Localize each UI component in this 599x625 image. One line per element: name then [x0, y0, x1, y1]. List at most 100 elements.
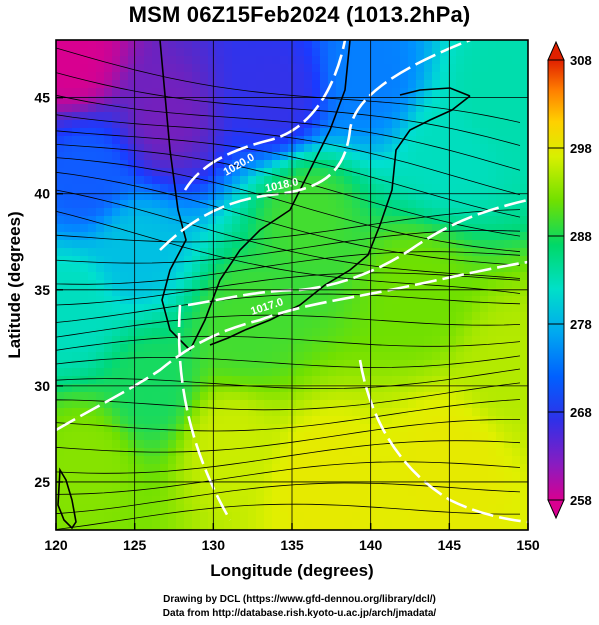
temperature-cell	[96, 184, 105, 193]
temperature-cell	[152, 480, 161, 489]
temperature-cell	[104, 128, 113, 137]
temperature-cell	[280, 512, 289, 521]
temperature-cell	[432, 168, 441, 177]
temperature-cell	[144, 224, 153, 233]
temperature-cell	[384, 184, 393, 193]
temperature-cell	[384, 376, 393, 385]
temperature-cell	[336, 520, 345, 529]
temperature-cell	[312, 48, 321, 57]
temperature-cell	[304, 232, 313, 241]
temperature-cell	[192, 400, 201, 409]
temperature-cell	[416, 456, 425, 465]
temperature-cell	[280, 304, 289, 313]
temperature-cell	[280, 400, 289, 409]
temperature-cell	[88, 248, 97, 257]
temperature-cell	[280, 376, 289, 385]
temperature-cell	[480, 64, 489, 73]
temperature-cell	[448, 456, 457, 465]
temperature-cell	[224, 520, 233, 529]
temperature-cell	[224, 80, 233, 89]
temperature-cell	[472, 160, 481, 169]
temperature-cell	[56, 344, 65, 353]
temperature-cell	[448, 448, 457, 457]
temperature-cell	[104, 304, 113, 313]
temperature-cell	[240, 88, 249, 97]
temperature-cell	[440, 416, 449, 425]
temperature-cell	[504, 368, 513, 377]
temperature-cell	[160, 472, 169, 481]
temperature-cell	[96, 496, 105, 505]
temperature-cell	[224, 288, 233, 297]
temperature-cell	[504, 152, 513, 161]
temperature-cell	[480, 368, 489, 377]
temperature-cell	[400, 240, 409, 249]
temperature-cell	[104, 416, 113, 425]
temperature-cell	[280, 208, 289, 217]
temperature-cell	[120, 456, 129, 465]
temperature-cell	[408, 296, 417, 305]
temperature-cell	[72, 448, 81, 457]
temperature-cell	[264, 432, 273, 441]
temperature-cell	[256, 152, 265, 161]
temperature-cell	[248, 336, 257, 345]
temperature-cell	[208, 328, 217, 337]
temperature-cell	[520, 128, 528, 137]
temperature-cell	[472, 456, 481, 465]
temperature-cell	[200, 72, 209, 81]
temperature-cell	[496, 280, 505, 289]
temperature-cell	[224, 272, 233, 281]
temperature-cell	[88, 400, 97, 409]
temperature-cell	[232, 504, 241, 513]
temperature-cell	[104, 472, 113, 481]
temperature-cell	[472, 272, 481, 281]
temperature-cell	[320, 368, 329, 377]
temperature-cell	[416, 416, 425, 425]
temperature-cell	[416, 296, 425, 305]
temperature-cell	[392, 520, 401, 529]
temperature-cell	[184, 280, 193, 289]
temperature-cell	[232, 192, 241, 201]
temperature-cell	[248, 280, 257, 289]
temperature-cell	[448, 384, 457, 393]
temperature-cell	[352, 136, 361, 145]
temperature-cell	[168, 360, 177, 369]
temperature-cell	[360, 528, 369, 530]
temperature-cell	[160, 312, 169, 321]
temperature-cell	[216, 208, 225, 217]
temperature-cell	[504, 376, 513, 385]
temperature-cell	[320, 280, 329, 289]
temperature-cell	[152, 512, 161, 521]
temperature-cell	[112, 432, 121, 441]
temperature-cell	[488, 176, 497, 185]
temperature-cell	[272, 216, 281, 225]
temperature-cell	[272, 248, 281, 257]
temperature-cell	[392, 240, 401, 249]
temperature-cell	[256, 272, 265, 281]
temperature-cell	[496, 48, 505, 57]
temperature-cell	[184, 64, 193, 73]
temperature-cell	[312, 504, 321, 513]
temperature-cell	[352, 40, 361, 49]
temperature-cell	[80, 480, 89, 489]
temperature-cell	[432, 88, 441, 97]
temperature-cell	[384, 464, 393, 473]
temperature-cell	[376, 280, 385, 289]
temperature-cell	[160, 416, 169, 425]
temperature-cell	[360, 312, 369, 321]
temperature-cell	[376, 144, 385, 153]
temperature-cell	[104, 216, 113, 225]
streamline	[56, 399, 521, 432]
temperature-cell	[416, 112, 425, 121]
temperature-cell	[328, 392, 337, 401]
temperature-cell	[376, 240, 385, 249]
temperature-cell	[432, 120, 441, 129]
temperature-cell	[432, 288, 441, 297]
temperature-cell	[368, 200, 377, 209]
temperature-cell	[328, 128, 337, 137]
temperature-cell	[136, 352, 145, 361]
temperature-cell	[272, 64, 281, 73]
temperature-cell	[168, 424, 177, 433]
temperature-cell	[384, 176, 393, 185]
temperature-cell	[56, 328, 65, 337]
temperature-cell	[152, 384, 161, 393]
